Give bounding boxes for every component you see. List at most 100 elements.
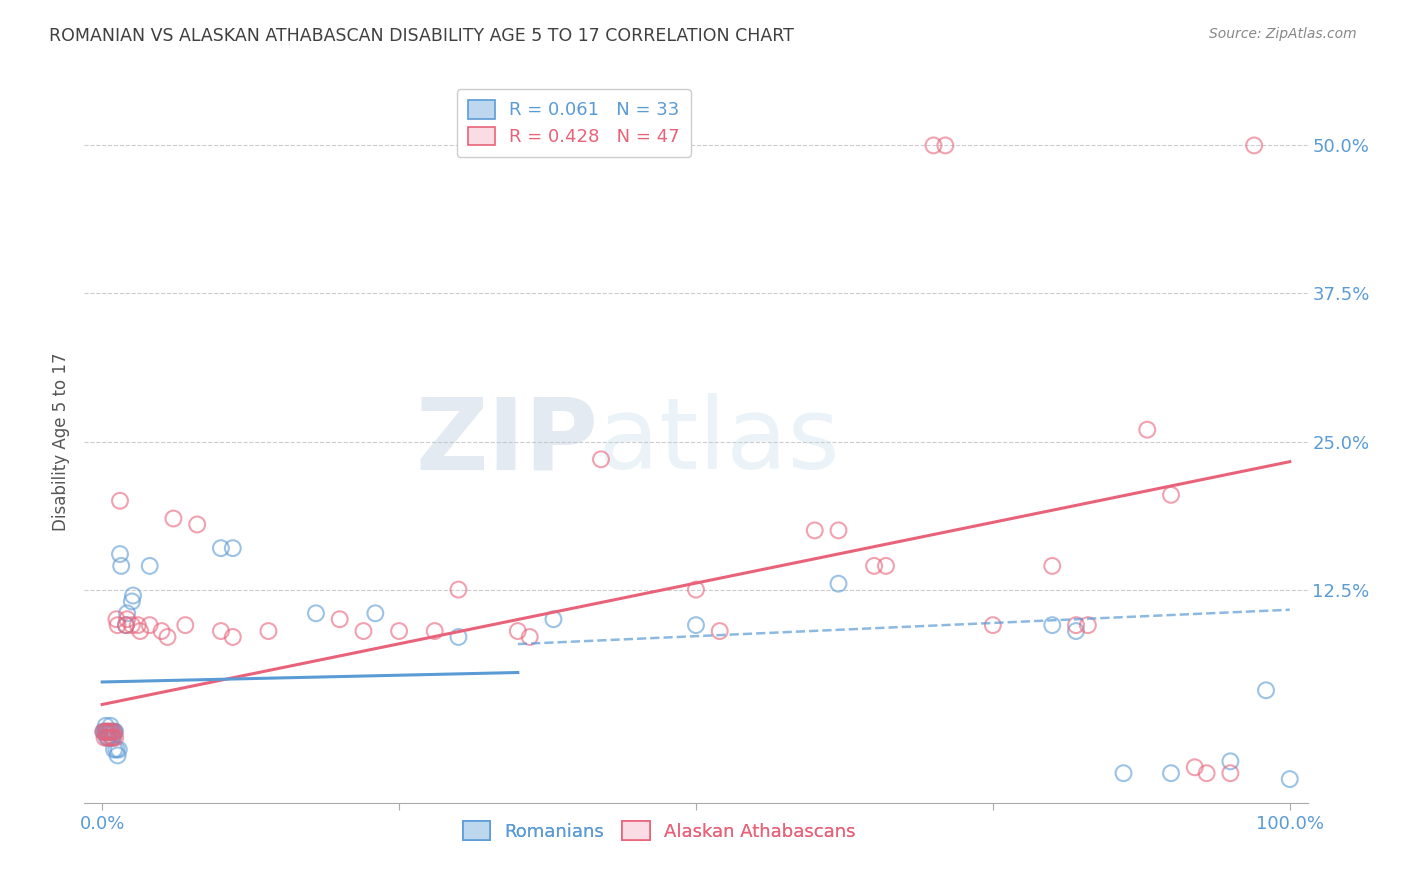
Legend: Romanians, Alaskan Athabascans: Romanians, Alaskan Athabascans: [456, 814, 863, 848]
Point: [138, 558, 160, 573]
Point: [423, 624, 446, 638]
Point: [1112, 766, 1135, 780]
Point: [447, 630, 470, 644]
Point: [827, 576, 849, 591]
Point: [104, 731, 127, 745]
Text: Source: ZipAtlas.com: Source: ZipAtlas.com: [1209, 27, 1357, 41]
Point: [121, 594, 143, 608]
Point: [1254, 683, 1277, 698]
Point: [93, 731, 115, 745]
Point: [209, 624, 232, 638]
Point: [352, 624, 374, 638]
Point: [107, 742, 129, 756]
Point: [1219, 766, 1241, 780]
Point: [329, 612, 352, 626]
Point: [1077, 618, 1099, 632]
Point: [127, 618, 149, 632]
Point: [709, 624, 731, 638]
Point: [388, 624, 411, 638]
Text: atlas: atlas: [598, 393, 839, 490]
Point: [589, 452, 612, 467]
Point: [108, 493, 131, 508]
Point: [115, 612, 138, 626]
Point: [100, 724, 122, 739]
Point: [257, 624, 280, 638]
Point: [685, 618, 707, 632]
Point: [364, 607, 387, 621]
Point: [1219, 755, 1241, 769]
Point: [100, 719, 122, 733]
Point: [98, 724, 121, 739]
Point: [506, 624, 529, 638]
Point: [156, 630, 179, 644]
Point: [1160, 766, 1182, 780]
Point: [803, 524, 825, 538]
Point: [174, 618, 197, 632]
Point: [94, 724, 117, 739]
Point: [110, 558, 132, 573]
Point: [447, 582, 470, 597]
Point: [107, 748, 129, 763]
Point: [100, 731, 122, 745]
Point: [981, 618, 1004, 632]
Point: [150, 624, 173, 638]
Point: [138, 618, 160, 632]
Point: [875, 558, 897, 573]
Point: [104, 724, 127, 739]
Point: [100, 724, 122, 739]
Point: [103, 724, 125, 739]
Point: [93, 724, 115, 739]
Text: ZIP: ZIP: [415, 393, 598, 490]
Point: [107, 618, 129, 632]
Point: [108, 547, 131, 561]
Text: ROMANIAN VS ALASKAN ATHABASCAN DISABILITY AGE 5 TO 17 CORRELATION CHART: ROMANIAN VS ALASKAN ATHABASCAN DISABILIT…: [49, 27, 794, 45]
Point: [1195, 766, 1218, 780]
Point: [100, 731, 122, 745]
Point: [105, 742, 128, 756]
Point: [1040, 618, 1063, 632]
Point: [94, 719, 117, 733]
Point: [305, 607, 328, 621]
Point: [115, 607, 138, 621]
Point: [96, 724, 118, 739]
Point: [1136, 423, 1159, 437]
Point: [1243, 138, 1265, 153]
Point: [685, 582, 707, 597]
Point: [101, 724, 124, 739]
Point: [103, 742, 125, 756]
Point: [101, 731, 124, 745]
Point: [115, 618, 138, 632]
Point: [543, 612, 565, 626]
Point: [186, 517, 208, 532]
Y-axis label: Disability Age 5 to 17: Disability Age 5 to 17: [52, 352, 70, 531]
Point: [209, 541, 232, 556]
Point: [1064, 624, 1087, 638]
Point: [97, 731, 120, 745]
Point: [97, 724, 120, 739]
Point: [122, 589, 145, 603]
Point: [1278, 772, 1301, 786]
Point: [100, 724, 122, 739]
Point: [96, 731, 118, 745]
Point: [1064, 618, 1087, 632]
Point: [97, 731, 120, 745]
Point: [93, 724, 115, 739]
Point: [162, 511, 184, 525]
Point: [96, 724, 118, 739]
Point: [1040, 558, 1063, 573]
Point: [1160, 488, 1182, 502]
Point: [827, 524, 849, 538]
Point: [129, 624, 152, 638]
Point: [222, 630, 245, 644]
Point: [94, 724, 117, 739]
Point: [93, 724, 115, 739]
Point: [121, 618, 143, 632]
Point: [1184, 760, 1206, 774]
Point: [222, 541, 245, 556]
Point: [934, 138, 956, 153]
Point: [98, 724, 121, 739]
Point: [101, 731, 124, 745]
Point: [115, 618, 138, 632]
Point: [922, 138, 945, 153]
Point: [105, 612, 128, 626]
